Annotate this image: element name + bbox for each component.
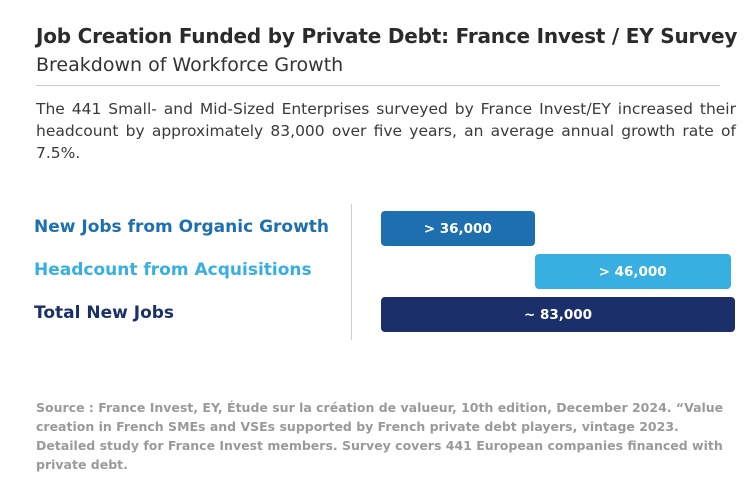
intro-paragraph: The 441 Small- and Mid-Sized Enterprises… bbox=[36, 100, 736, 162]
category-label: Total New Jobs bbox=[34, 303, 175, 323]
bar: > 46,000 bbox=[534, 254, 731, 289]
category-label: New Jobs from Organic Growth bbox=[34, 217, 330, 237]
bar: ~ 83,000 bbox=[381, 297, 735, 332]
chart-subtitle: Breakdown of Workforce Growth bbox=[36, 54, 344, 76]
source-note: Source : France Invest, EY, Étude sur la… bbox=[36, 400, 724, 472]
bar-value-label: > 36,000 bbox=[423, 220, 492, 237]
bar-value-label: > 46,000 bbox=[598, 263, 667, 280]
chart-title: Job Creation Funded by Private Debt: Fra… bbox=[36, 24, 738, 48]
category-label: Headcount from Acquisitions bbox=[34, 260, 312, 280]
bar: > 36,000 bbox=[381, 211, 535, 246]
chart-axis-divider bbox=[351, 204, 352, 340]
bar-value-label: ~ 83,000 bbox=[523, 306, 593, 323]
header-divider bbox=[36, 85, 720, 86]
